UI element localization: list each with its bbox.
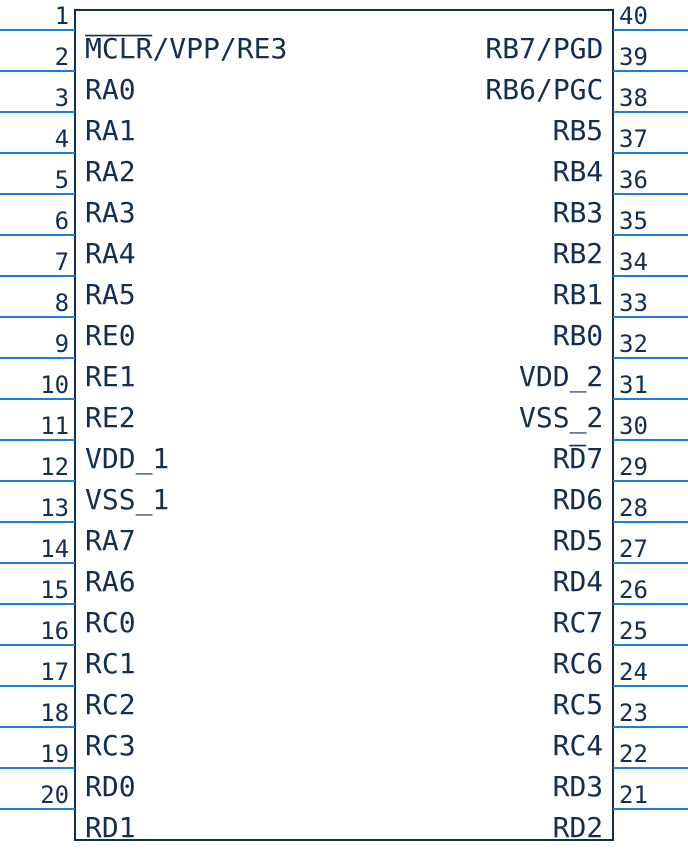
pin-number-28: 28 [619,494,648,522]
pin-number-11: 11 [40,412,69,440]
pin-number-31: 31 [619,371,648,399]
pin-name-14: RA6 [85,565,136,598]
pin-name-37: RB4 [553,155,604,188]
pin-number-12: 12 [40,453,69,481]
pin-number-17: 17 [40,658,69,686]
pin-number-22: 22 [619,740,648,768]
pin-number-7: 7 [55,248,69,276]
pin-number-27: 27 [619,535,648,563]
pin-name-38: RB5 [553,114,604,147]
pin-name-28: RD5 [553,524,604,557]
pin-name-25: RC6 [553,647,604,680]
pin-name-23: RC4 [553,729,604,762]
pin-number-10: 10 [40,371,69,399]
pin-number-40: 40 [619,2,648,30]
pin-name-31: VSS_2 [519,401,603,435]
pin-name-7: RA5 [85,278,136,311]
pin-number-14: 14 [40,535,69,563]
pin-name-3: RA1 [85,114,136,147]
pin-name-22: RD3 [553,770,604,803]
pin-number-21: 21 [619,781,648,809]
pin-number-25: 25 [619,617,648,645]
pin-number-6: 6 [55,207,69,235]
pin-name-29: RD6 [553,483,604,516]
pin-number-16: 16 [40,617,69,645]
pin-number-24: 24 [619,658,648,686]
pin-number-26: 26 [619,576,648,604]
pin-number-29: 29 [619,453,648,481]
pin-number-20: 20 [40,781,69,809]
pin-name-36: RB3 [553,196,604,229]
pin-number-19: 19 [40,740,69,768]
pin-number-5: 5 [55,166,69,194]
pin-number-32: 32 [619,330,648,358]
pin-name-8: RE0 [85,319,136,352]
pin-number-36: 36 [619,166,648,194]
pin-number-30: 30 [619,412,648,440]
pin-number-37: 37 [619,125,648,153]
pin-name-6: RA4 [85,237,136,270]
pin-name-20: RD1 [85,811,136,844]
pin-name-17: RC2 [85,688,136,721]
pin-name-32: VDD_2 [519,360,603,394]
pin-name-10: RE2 [85,401,136,434]
pin-number-15: 15 [40,576,69,604]
pin-name-40: RB7/PGD [485,32,603,65]
pin-name-26: RC7 [553,606,604,639]
pin-number-13: 13 [40,494,69,522]
pin-name-34: RB1 [553,278,604,311]
pin-name-27: RD4 [553,565,604,598]
pin-name-11: VDD_1 [85,442,169,476]
pin-number-8: 8 [55,289,69,317]
pin-number-3: 3 [55,84,69,112]
pin-name-24: RC5 [553,688,604,721]
pin-name-4: RA2 [85,155,136,188]
pin-name-19: RD0 [85,770,136,803]
pin-number-39: 39 [619,43,648,71]
pin-name-15: RC0 [85,606,136,639]
pin-name-2: RA0 [85,73,136,106]
pin-number-4: 4 [55,125,69,153]
pin-name-5: RA3 [85,196,136,229]
pin-number-1: 1 [55,2,69,30]
pin-name-39: RB6/PGC [485,73,603,106]
pin-name-12: VSS_1 [85,483,169,517]
ic-pinout-diagram: 1 MCLR/VPP/RE3 2 RA0 3 RA1 4 RA2 5 RA3 6 RA4 7 RA5 8 RE… [0,0,688,852]
pin-name-21: RD2 [553,811,604,844]
pin-name-35: RB2 [553,237,604,270]
pin-number-18: 18 [40,699,69,727]
pin-number-33: 33 [619,289,648,317]
pin-name-30: RD7 [553,442,604,475]
pin-name-1: MCLR/VPP/RE3 [85,32,287,65]
pin-number-9: 9 [55,330,69,358]
pin-name-33: RB0 [553,319,604,352]
pin-name-13: RA7 [85,524,136,557]
pin-number-34: 34 [619,248,648,276]
pin-number-35: 35 [619,207,648,235]
pin-number-2: 2 [55,43,69,71]
pin-number-38: 38 [619,84,648,112]
pin-number-23: 23 [619,699,648,727]
pin-name-16: RC1 [85,647,136,680]
pin-name-18: RC3 [85,729,136,762]
pin-name-9: RE1 [85,360,136,393]
